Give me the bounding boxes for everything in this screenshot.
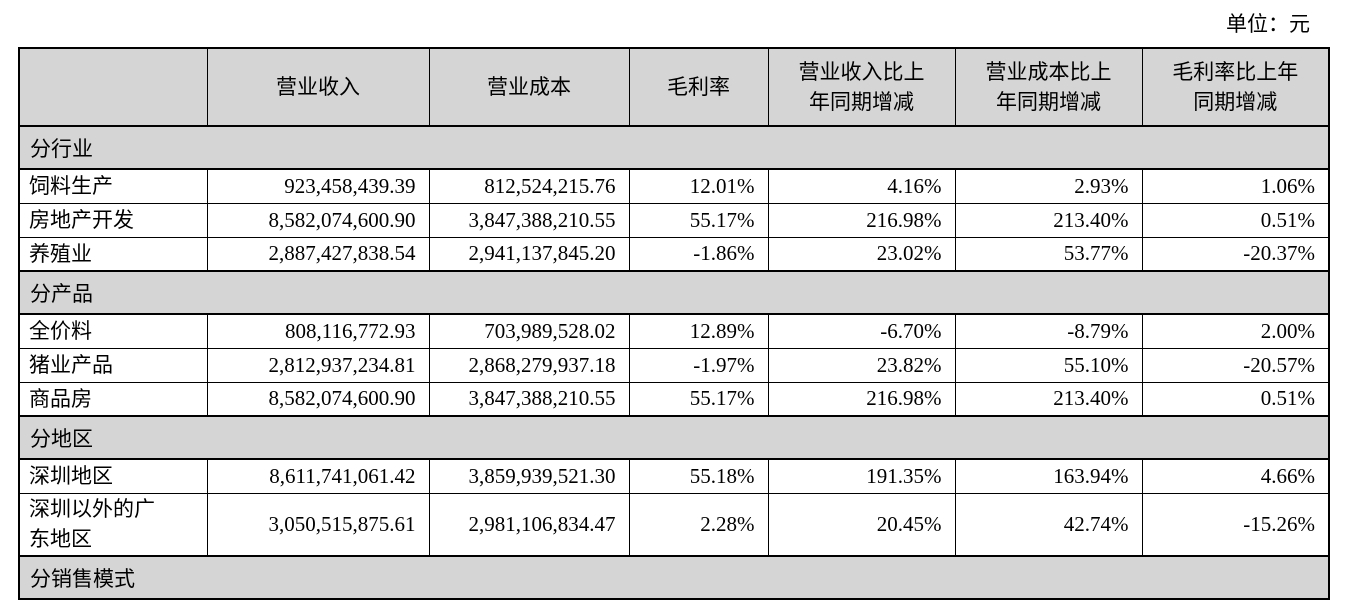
cell-value: -15.26% [1141,492,1330,557]
section-row: 分销售模式 [18,555,1330,600]
cell-value: 4.16% [767,168,956,204]
header-row: 营业收入 营业成本 毛利率 营业收入比上 年同期增减 营业成本比上 年同期增减 … [18,47,1330,127]
cell-value: 3,847,388,210.55 [428,381,630,417]
cell-value: 1.06% [1141,168,1330,204]
cell-value: 55.18% [628,458,769,494]
cell-value: 216.98% [767,381,956,417]
cell-value: 8,582,074,600.90 [206,381,430,417]
cell-value: 55.17% [628,381,769,417]
row-label: 猪业产品 [18,347,208,383]
cell-value: -6.70% [767,313,956,349]
financial-segment-table: 营业收入 营业成本 毛利率 营业收入比上 年同期增减 营业成本比上 年同期增减 … [18,47,1330,600]
cell-value: 42.74% [954,492,1143,557]
cell-value: 55.10% [954,347,1143,383]
cell-value: 8,582,074,600.90 [206,202,430,238]
cell-value: 3,847,388,210.55 [428,202,630,238]
cell-value: 55.17% [628,202,769,238]
cell-value: -20.57% [1141,347,1330,383]
cell-value: 191.35% [767,458,956,494]
row-label: 深圳地区 [18,458,208,494]
table-row: 全价料 808,116,772.93 703,989,528.02 12.89% -6.… [18,313,1330,349]
col-header-cost: 营业成本 [428,47,630,127]
table-row: 猪业产品 2,812,937,234.81 2,868,279,937.18 -1.9… [18,347,1330,383]
cell-value: 216.98% [767,202,956,238]
cell-value: -1.86% [628,236,769,272]
cell-value: 812,524,215.76 [428,168,630,204]
row-label: 饲料生产 [18,168,208,204]
section-title: 分产品 [18,270,1330,315]
cell-value: 213.40% [954,381,1143,417]
cell-value: 3,859,939,521.30 [428,458,630,494]
cell-value: -1.97% [628,347,769,383]
unit-label: 单位：元 [1226,12,1310,36]
section-title: 分销售模式 [18,555,1330,600]
section-title: 分地区 [18,415,1330,460]
cell-value: 2,887,427,838.54 [206,236,430,272]
cell-value: 808,116,772.93 [206,313,430,349]
section-row: 分产品 [18,270,1330,315]
section-row: 分地区 [18,415,1330,460]
cell-value: 923,458,439.39 [206,168,430,204]
cell-value: 2,941,137,845.20 [428,236,630,272]
cell-value: 2.28% [628,492,769,557]
table-row: 深圳地区 8,611,741,061.42 3,859,939,521.30 55.1… [18,458,1330,494]
cell-value: 163.94% [954,458,1143,494]
cell-value: 213.40% [954,202,1143,238]
cell-value: 8,611,741,061.42 [206,458,430,494]
table-row: 养殖业 2,887,427,838.54 2,941,137,845.20 -1.86… [18,236,1330,272]
cell-value: 2.00% [1141,313,1330,349]
section-title: 分行业 [18,125,1330,170]
col-header-revenue: 营业收入 [206,47,430,127]
cell-value: -20.37% [1141,236,1330,272]
cell-value: 12.89% [628,313,769,349]
cell-value: 0.51% [1141,202,1330,238]
section-row: 分行业 [18,125,1330,170]
row-label: 商品房 [18,381,208,417]
table-row: 饲料生产 923,458,439.39 812,524,215.76 12.01% 4.… [18,168,1330,204]
cell-value: 2,868,279,937.18 [428,347,630,383]
col-header-cost-yoy-change: 营业成本比上 年同期增减 [954,47,1143,127]
cell-value: 2,812,937,234.81 [206,347,430,383]
cell-value: 703,989,528.02 [428,313,630,349]
cell-value: 2.93% [954,168,1143,204]
cell-value: 3,050,515,875.61 [206,492,430,557]
table-row: 房地产开发 8,582,074,600.90 3,847,388,210.55 55.… [18,202,1330,238]
row-label: 养殖业 [18,236,208,272]
table-row: 商品房 8,582,074,600.90 3,847,388,210.55 55.17… [18,381,1330,417]
cell-value: 0.51% [1141,381,1330,417]
cell-value: 20.45% [767,492,956,557]
cell-value: 23.82% [767,347,956,383]
cell-value: 2,981,106,834.47 [428,492,630,557]
table-row: 深圳以外的广 东地区 3,050,515,875.61 2,981,106,834.… [18,492,1330,557]
row-label: 深圳以外的广 东地区 [18,492,208,557]
row-label: 全价料 [18,313,208,349]
col-header-margin-yoy-change: 毛利率比上年 同期增减 [1141,47,1330,127]
cell-value: -8.79% [954,313,1143,349]
cell-value: 53.77% [954,236,1143,272]
cell-value: 23.02% [767,236,956,272]
cell-value: 4.66% [1141,458,1330,494]
row-label: 房地产开发 [18,202,208,238]
corner-cell [18,47,208,127]
col-header-revenue-yoy-change: 营业收入比上 年同期增减 [767,47,956,127]
cell-value: 12.01% [628,168,769,204]
col-header-gross-margin: 毛利率 [628,47,769,127]
